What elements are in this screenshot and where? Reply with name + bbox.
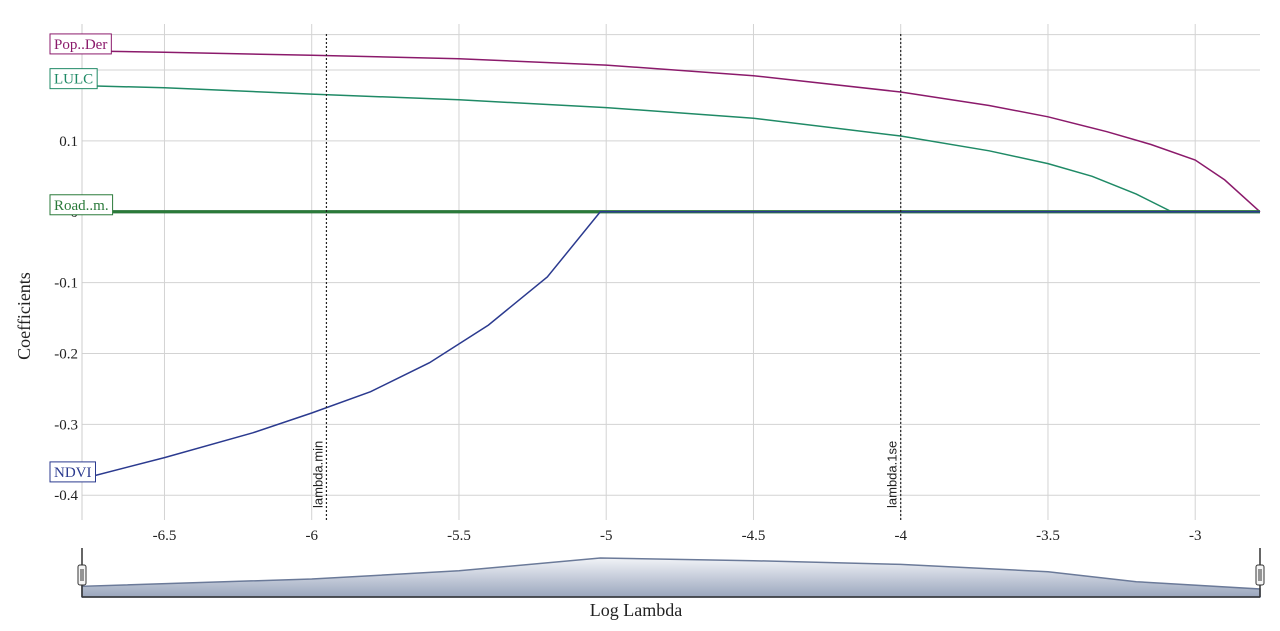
range-slider[interactable] [77, 548, 1265, 598]
series-line-lulc[interactable] [81, 84, 1260, 213]
series-label: Pop..Der [49, 33, 112, 55]
x-axis-ticks: -6.5 -6 -5.5 -5 -4.5 -4 -3.5 -3 [153, 528, 1202, 544]
series-label: LULC [49, 68, 98, 90]
y-tick-label: 0.1 [59, 134, 78, 150]
y-tick-label: -0.2 [54, 346, 78, 362]
series-labels: Pop..Der LULC Road..m. NDVI [49, 33, 114, 483]
range-slider-right-handle[interactable] [1255, 564, 1265, 586]
y-axis-title: Coefficients [14, 272, 34, 360]
vline-label: lambda.min [310, 441, 325, 508]
series-label-text: LULC [54, 72, 93, 88]
x-tick-label: -4.5 [742, 528, 766, 544]
x-tick-label: -5 [600, 528, 613, 544]
reference-lines: lambda.min lambda.1se [310, 34, 902, 520]
x-tick-label: -3 [1189, 528, 1202, 544]
x-tick-label: -6.5 [153, 528, 177, 544]
series-label-box [49, 33, 112, 55]
x-tick-label: -5.5 [447, 528, 471, 544]
y-tick-label: -0.3 [54, 417, 78, 433]
y-tick-label: -0.1 [54, 276, 78, 292]
x-tick-label: -3.5 [1036, 528, 1060, 544]
vline-label: lambda.1se [885, 441, 900, 508]
x-axis-title: Log Lambda [590, 600, 682, 620]
series-label-text: NDVI [54, 465, 92, 481]
series-label: Road..m. [49, 194, 114, 216]
range-slider-area [81, 557, 1261, 598]
y-tick-label: -0.4 [54, 488, 78, 504]
series-label-text: Pop..Der [54, 37, 107, 53]
grid [81, 24, 1260, 520]
series-label-box [49, 68, 98, 90]
x-tick-label: -6 [305, 528, 318, 544]
series-label-box [49, 461, 96, 483]
range-slider-left-handle[interactable] [77, 564, 87, 586]
series-label: NDVI [49, 461, 96, 483]
series-line-pop-der[interactable] [81, 50, 1261, 213]
series-line-ndvi[interactable] [81, 211, 1260, 480]
series-label-box [49, 194, 114, 216]
series-label-text: Road..m. [54, 198, 109, 214]
series-lines [81, 50, 1261, 480]
y-axis-ticks: -0.4-0.3-0.2-0.100.1 [54, 134, 78, 504]
x-tick-label: -4 [894, 528, 907, 544]
